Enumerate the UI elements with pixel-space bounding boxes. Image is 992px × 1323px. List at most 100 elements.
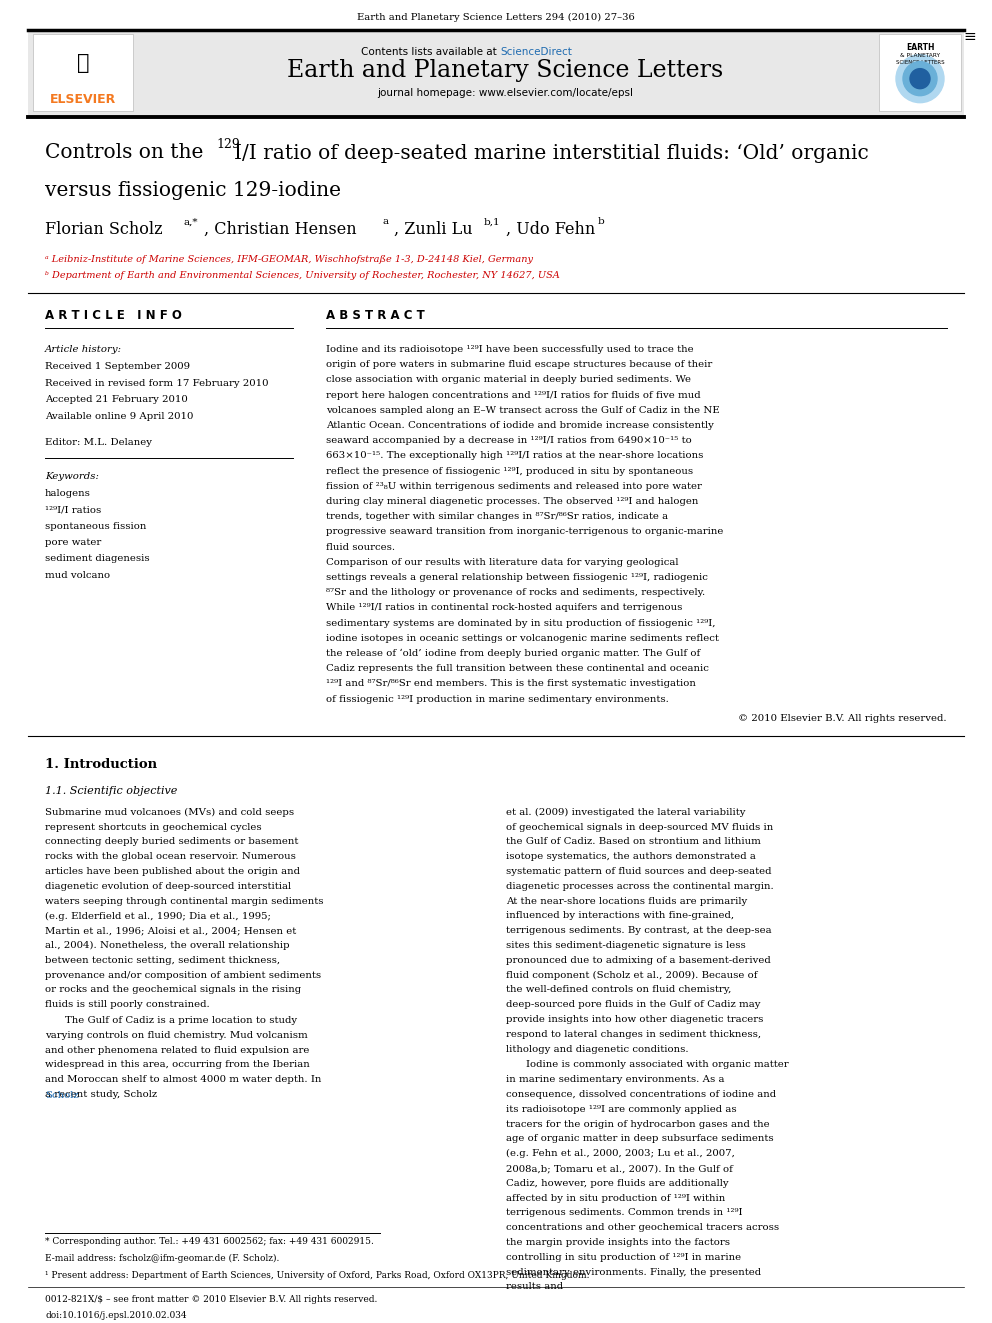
Text: the well-defined controls on fluid chemistry,: the well-defined controls on fluid chemi… [506, 986, 731, 995]
Text: rocks with the global ocean reservoir. Numerous: rocks with the global ocean reservoir. N… [45, 852, 296, 861]
Text: articles have been published about the origin and: articles have been published about the o… [45, 867, 300, 876]
Text: 129: 129 [216, 138, 240, 151]
Text: Cadiz, however, pore fluids are additionally: Cadiz, however, pore fluids are addition… [506, 1179, 729, 1188]
Text: Accepted 21 February 2010: Accepted 21 February 2010 [45, 396, 187, 404]
Text: trends, together with similar changes in ⁸⁷Sr/⁸⁶Sr ratios, indicate a: trends, together with similar changes in… [326, 512, 669, 521]
Text: * Corresponding author. Tel.: +49 431 6002562; fax: +49 431 6002915.: * Corresponding author. Tel.: +49 431 60… [45, 1237, 374, 1246]
Text: terrigenous sediments. Common trends in ¹²⁹I: terrigenous sediments. Common trends in … [506, 1208, 742, 1217]
Bar [879, 34, 961, 111]
Text: 663×10⁻¹⁵. The exceptionally high ¹²⁹I/I ratios at the near-shore locations: 663×10⁻¹⁵. The exceptionally high ¹²⁹I/I… [326, 451, 703, 460]
Text: pore water: pore water [45, 538, 101, 546]
Text: ᵇ Department of Earth and Environmental Sciences, University of Rochester, Roche: ᵇ Department of Earth and Environmental … [45, 271, 559, 280]
Text: of fissiogenic ¹²⁹I production in marine sedimentary environments.: of fissiogenic ¹²⁹I production in marine… [326, 695, 669, 704]
Text: © 2010 Elsevier B.V. All rights reserved.: © 2010 Elsevier B.V. All rights reserved… [738, 714, 947, 722]
Text: deep-sourced pore fluids in the Gulf of Cadiz may: deep-sourced pore fluids in the Gulf of … [506, 1000, 761, 1009]
Text: journal homepage: www.elsevier.com/locate/epsl: journal homepage: www.elsevier.com/locat… [377, 89, 633, 98]
Text: ≡: ≡ [963, 29, 976, 45]
Text: ¹²⁹I and ⁸⁷Sr/⁸⁶Sr end members. This is the first systematic investigation: ¹²⁹I and ⁸⁷Sr/⁸⁶Sr end members. This is … [326, 680, 695, 688]
Text: et al. (2009) investigated the lateral variability: et al. (2009) investigated the lateral v… [506, 808, 746, 816]
Text: 🌳: 🌳 [76, 53, 89, 73]
Text: Received in revised form 17 February 2010: Received in revised form 17 February 201… [45, 378, 269, 388]
Text: b,1: b,1 [484, 217, 501, 226]
Text: al., 2004). Nonetheless, the overall relationship: al., 2004). Nonetheless, the overall rel… [45, 941, 290, 950]
Text: While ¹²⁹I/I ratios in continental rock-hosted aquifers and terrigenous: While ¹²⁹I/I ratios in continental rock-… [326, 603, 682, 613]
Text: spontaneous fission: spontaneous fission [45, 521, 147, 531]
Text: ¹ Present address: Department of Earth Sciences, University of Oxford, Parks Roa: ¹ Present address: Department of Earth S… [45, 1271, 589, 1279]
Text: Comparison of our results with literature data for varying geological: Comparison of our results with literatur… [326, 558, 679, 566]
Circle shape [896, 54, 944, 103]
Text: 2008a,b; Tomaru et al., 2007). In the Gulf of: 2008a,b; Tomaru et al., 2007). In the Gu… [506, 1164, 733, 1174]
Text: or rocks and the geochemical signals in the rising: or rocks and the geochemical signals in … [45, 986, 302, 995]
Text: sedimentary systems are dominated by in situ production of fissiogenic ¹²⁹I,: sedimentary systems are dominated by in … [326, 619, 715, 627]
Bar [28, 30, 964, 115]
Text: widespread in this area, occurring from the Iberian: widespread in this area, occurring from … [45, 1061, 310, 1069]
Text: of geochemical signals in deep-sourced MV fluids in: of geochemical signals in deep-sourced M… [506, 823, 773, 832]
Text: and Moroccan shelf to almost 4000 m water depth. In: and Moroccan shelf to almost 4000 m wate… [45, 1076, 321, 1085]
Text: versus fissiogenic 129-iodine: versus fissiogenic 129-iodine [45, 181, 341, 201]
Text: Cadiz represents the full transition between these continental and oceanic: Cadiz represents the full transition bet… [326, 664, 709, 673]
Text: influenced by interactions with fine-grained,: influenced by interactions with fine-gra… [506, 912, 734, 921]
Text: ᵃ Leibniz-Institute of Marine Sciences, IFM-GEOMAR, Wischhofstraße 1-3, D-24148 : ᵃ Leibniz-Institute of Marine Sciences, … [45, 254, 533, 263]
Text: tracers for the origin of hydrocarbon gases and the: tracers for the origin of hydrocarbon ga… [506, 1119, 770, 1129]
Text: results and: results and [506, 1282, 563, 1291]
Text: , Christian Hensen: , Christian Hensen [204, 221, 357, 238]
Circle shape [910, 69, 930, 89]
Text: Iodine is commonly associated with organic matter: Iodine is commonly associated with organ… [526, 1061, 789, 1069]
Text: consequence, dissolved concentrations of iodine and: consequence, dissolved concentrations of… [506, 1090, 776, 1099]
Text: Earth and Planetary Science Letters: Earth and Planetary Science Letters [287, 58, 723, 82]
Text: Editor: M.L. Delaney: Editor: M.L. Delaney [45, 438, 152, 447]
Text: provide insights into how other diagenetic tracers: provide insights into how other diagenet… [506, 1015, 764, 1024]
Text: halogens: halogens [45, 490, 91, 497]
Text: ⁸⁷Sr and the lithology or provenance of rocks and sediments, respectively.: ⁸⁷Sr and the lithology or provenance of … [326, 589, 705, 597]
Text: provenance and/or composition of ambient sediments: provenance and/or composition of ambient… [45, 971, 321, 979]
Text: the margin provide insights into the factors: the margin provide insights into the fac… [506, 1238, 730, 1248]
Text: connecting deeply buried sediments or basement: connecting deeply buried sediments or ba… [45, 837, 299, 847]
Text: (e.g. Fehn et al., 2000, 2003; Lu et al., 2007,: (e.g. Fehn et al., 2000, 2003; Lu et al.… [506, 1150, 735, 1159]
Text: a,*: a,* [183, 217, 197, 226]
Text: and other phenomena related to fluid expulsion are: and other phenomena related to fluid exp… [45, 1045, 310, 1054]
Text: Controls on the: Controls on the [45, 143, 209, 163]
Text: , Zunli Lu: , Zunli Lu [394, 221, 472, 238]
Text: 1. Introduction: 1. Introduction [45, 758, 157, 771]
Text: I/I ratio of deep-seated marine interstitial fluids: ‘Old’ organic: I/I ratio of deep-seated marine intersti… [234, 143, 869, 163]
Text: E-mail address: fscholz@ifm-geomar.de (F. Scholz).: E-mail address: fscholz@ifm-geomar.de (F… [45, 1254, 280, 1263]
Text: seaward accompanied by a decrease in ¹²⁹I/I ratios from 6490×10⁻¹⁵ to: seaward accompanied by a decrease in ¹²⁹… [326, 437, 691, 446]
Text: report here halogen concentrations and ¹²⁹I/I ratios for fluids of five mud: report here halogen concentrations and ¹… [326, 390, 700, 400]
Text: a: a [382, 217, 388, 226]
Text: fluids is still poorly constrained.: fluids is still poorly constrained. [45, 1000, 209, 1009]
Text: respond to lateral changes in sediment thickness,: respond to lateral changes in sediment t… [506, 1029, 761, 1039]
Text: b: b [598, 217, 605, 226]
Text: Iodine and its radioisotope ¹²⁹I have been successfully used to trace the: Iodine and its radioisotope ¹²⁹I have be… [326, 345, 693, 355]
Text: Received 1 September 2009: Received 1 September 2009 [45, 363, 190, 370]
Text: & PLANETARY: & PLANETARY [900, 53, 940, 58]
Text: isotope systematics, the authors demonstrated a: isotope systematics, the authors demonst… [506, 852, 756, 861]
Text: At the near-shore locations fluids are primarily: At the near-shore locations fluids are p… [506, 897, 747, 906]
Text: ScienceDirect: ScienceDirect [500, 48, 571, 57]
Text: fluid component (Scholz et al., 2009). Because of: fluid component (Scholz et al., 2009). B… [506, 971, 758, 980]
Text: diagenetic processes across the continental margin.: diagenetic processes across the continen… [506, 882, 774, 890]
Text: Available online 9 April 2010: Available online 9 April 2010 [45, 411, 193, 421]
Text: controlling in situ production of ¹²⁹I in marine: controlling in situ production of ¹²⁹I i… [506, 1253, 741, 1262]
Text: fluid sources.: fluid sources. [326, 542, 395, 552]
Text: volcanoes sampled along an E–W transect across the Gulf of Cadiz in the NE: volcanoes sampled along an E–W transect … [326, 406, 720, 415]
Text: Earth and Planetary Science Letters 294 (2010) 27–36: Earth and Planetary Science Letters 294 … [357, 12, 635, 21]
Text: 0012-821X/$ – see front matter © 2010 Elsevier B.V. All rights reserved.: 0012-821X/$ – see front matter © 2010 El… [45, 1295, 377, 1304]
Text: 1.1. Scientific objective: 1.1. Scientific objective [45, 786, 178, 796]
Bar [33, 34, 133, 111]
Text: affected by in situ production of ¹²⁹I within: affected by in situ production of ¹²⁹I w… [506, 1193, 725, 1203]
Text: the release of ‘old’ iodine from deeply buried organic matter. The Gulf of: the release of ‘old’ iodine from deeply … [326, 650, 700, 659]
Text: doi:10.1016/j.epsl.2010.02.034: doi:10.1016/j.epsl.2010.02.034 [45, 1311, 186, 1320]
Text: sediment diagenesis: sediment diagenesis [45, 554, 150, 564]
Text: lithology and diagenetic conditions.: lithology and diagenetic conditions. [506, 1045, 688, 1053]
Text: SCIENCE LETTERS: SCIENCE LETTERS [896, 60, 944, 65]
Text: reflect the presence of fissiogenic ¹²⁹I, produced in situ by spontaneous: reflect the presence of fissiogenic ¹²⁹I… [326, 467, 693, 475]
Text: Keywords:: Keywords: [45, 472, 99, 482]
Text: settings reveals a general relationship between fissiogenic ¹²⁹I, radiogenic: settings reveals a general relationship … [326, 573, 708, 582]
Text: The Gulf of Cadiz is a prime location to study: The Gulf of Cadiz is a prime location to… [65, 1016, 298, 1025]
Text: age of organic matter in deep subsurface sediments: age of organic matter in deep subsurface… [506, 1134, 774, 1143]
Text: terrigenous sediments. By contrast, at the deep-sea: terrigenous sediments. By contrast, at t… [506, 926, 772, 935]
Text: ELSEVIER: ELSEVIER [50, 93, 116, 106]
Text: its radioisotope ¹²⁹I are commonly applied as: its radioisotope ¹²⁹I are commonly appli… [506, 1105, 737, 1114]
Text: origin of pore waters in submarine fluid escape structures because of their: origin of pore waters in submarine fluid… [326, 360, 712, 369]
Text: the Gulf of Cadiz. Based on strontium and lithium: the Gulf of Cadiz. Based on strontium an… [506, 837, 761, 847]
